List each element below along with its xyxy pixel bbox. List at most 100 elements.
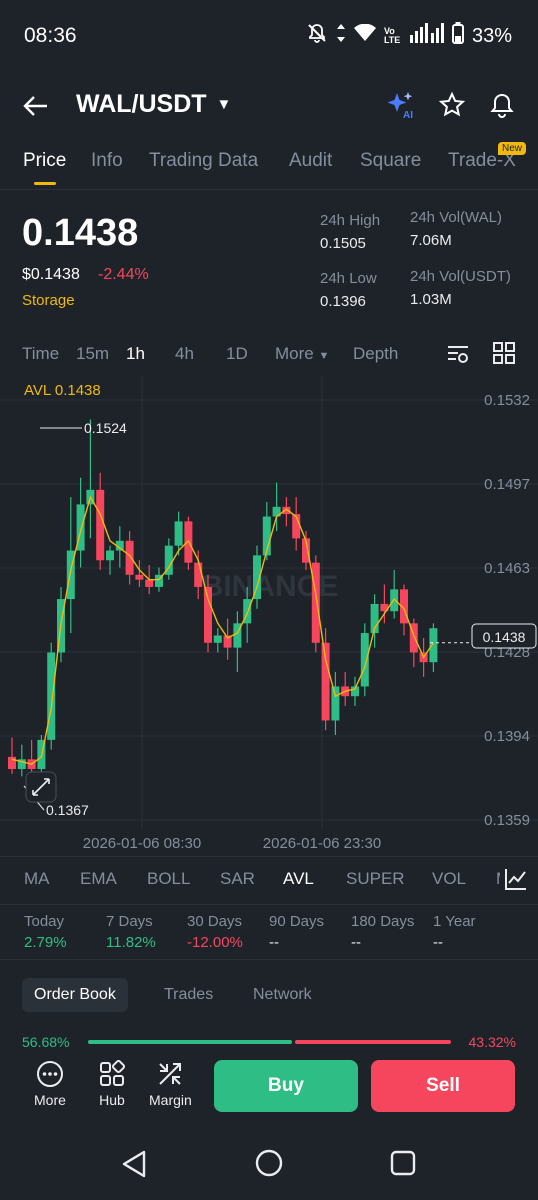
perf-label: 1 Year [433, 913, 476, 930]
candle-body [351, 686, 359, 697]
indicator-boll[interactable]: BOLL [147, 869, 191, 888]
candle [164, 538, 173, 580]
current-price-box [471, 623, 537, 649]
tab-square[interactable]: Square [360, 150, 422, 171]
candle-body [213, 635, 222, 643]
margin-button[interactable]: Margin [149, 1060, 192, 1108]
timeframe-more-label: More [275, 344, 314, 363]
indicator-chart-icon[interactable] [504, 867, 528, 896]
indicator-vol[interactable]: VOL [432, 869, 467, 888]
bell-alert-icon[interactable] [488, 91, 516, 124]
perf-label: 180 Days [351, 913, 415, 930]
candle-body [125, 540, 134, 575]
timeframe-1h[interactable]: 1h [126, 344, 145, 363]
timeframe-time[interactable]: Time [22, 344, 60, 363]
perf-value: -- [269, 934, 279, 951]
tab-trade-x[interactable]: Trade-X [448, 150, 516, 171]
x-axis-ticks: 2026-01-06 08:30 2026-01-06 23:30 [83, 835, 381, 852]
candle [341, 671, 350, 706]
candle-body [262, 516, 271, 556]
candle [331, 671, 340, 736]
candle [390, 569, 399, 619]
indicator-ema[interactable]: EMA [80, 869, 117, 888]
category-tag[interactable]: Storage [22, 292, 75, 309]
timeframe-4h[interactable]: 4h [175, 344, 194, 363]
candle [429, 623, 438, 672]
indicator-ma[interactable]: MA [24, 869, 50, 888]
ai-sparkle-icon[interactable]: AI [386, 90, 416, 125]
candle [204, 574, 212, 653]
battery-level: 33% [471, 24, 512, 47]
perf-label: 30 Days [187, 913, 243, 930]
stat-24h-high-label: 24h High [320, 212, 381, 229]
grid-layout-icon[interactable] [493, 342, 515, 369]
candle [282, 497, 291, 527]
y-tick-label: 0.1532 [484, 392, 530, 409]
candle [76, 477, 85, 568]
hub-label: Hub [99, 1092, 125, 1108]
candle-body [76, 504, 85, 551]
pair-title: WAL/USDT [76, 90, 207, 118]
candle-body [223, 635, 232, 648]
candle [223, 618, 232, 660]
stat-24h-vol-usdt-label: 24h Vol(USDT) [410, 268, 511, 285]
stat-24h-vol-wal-label: 24h Vol(WAL) [410, 209, 502, 226]
price-chart[interactable]: BINANCE 0.15320.14970.14630.14280.13940.… [0, 376, 538, 854]
nav-recents-icon[interactable] [389, 1149, 417, 1177]
y-tick-label: 0.1463 [484, 560, 530, 577]
nav-home-icon[interactable] [254, 1148, 284, 1178]
indicator-super[interactable]: SUPER [346, 869, 405, 888]
header: WAL/USDT ▼ AI [0, 80, 538, 132]
tab-trades[interactable]: Trades [164, 986, 214, 1003]
tab-order-book[interactable]: Order Book [22, 978, 128, 1012]
candle [125, 531, 134, 585]
candle [17, 744, 26, 777]
candles-group [8, 419, 438, 801]
candle-body [429, 628, 438, 663]
back-button[interactable] [22, 92, 50, 125]
timeframe-more[interactable]: More ▼ [275, 344, 329, 364]
tab-trading-data[interactable]: Trading Data [149, 150, 259, 171]
candle-body [370, 603, 379, 634]
status-bar: 08:36 Vo LTE 33% [0, 0, 538, 72]
hub-button[interactable]: Hub [98, 1060, 126, 1108]
stat-24h-high-value: 0.1505 [320, 235, 366, 252]
perf-value: -- [351, 934, 361, 951]
candle [47, 642, 56, 750]
chart-settings-icon[interactable] [446, 342, 470, 371]
buy-button[interactable]: Buy [214, 1060, 358, 1112]
indicator-avl[interactable]: AVL [283, 869, 314, 888]
candle [8, 737, 16, 774]
tab-audit[interactable]: Audit [289, 150, 333, 171]
candle [174, 511, 183, 556]
timeframe-depth[interactable]: Depth [353, 344, 399, 363]
expand-chart-icon[interactable] [25, 771, 57, 803]
more-button[interactable]: More [34, 1060, 66, 1108]
candle [292, 497, 301, 551]
status-icons: Vo LTE 33% [306, 22, 512, 50]
signal-icon [409, 23, 444, 49]
indicator-sar[interactable]: SAR [220, 869, 255, 888]
timeframe-15m[interactable]: 15m [76, 344, 110, 363]
tab-network[interactable]: Network [253, 986, 312, 1003]
caret-down-icon: ▼ [318, 350, 330, 362]
candle-body [66, 550, 75, 600]
candle [360, 623, 369, 697]
candle-body [243, 599, 252, 624]
header-actions: AI [386, 90, 516, 125]
star-favorite-icon[interactable] [438, 91, 466, 124]
candle-body [174, 521, 183, 546]
indicator-macd[interactable]: MACD [496, 869, 500, 889]
candle [272, 482, 281, 532]
candle-body [311, 562, 320, 643]
main-tabs: Price Info Trading Data Audit Square Tra… [0, 142, 538, 190]
stat-24h-vol-usdt-value: 1.03M [410, 291, 452, 308]
back-arrow-icon [23, 96, 47, 116]
tab-price[interactable]: Price [23, 150, 67, 171]
new-badge: New [497, 142, 526, 155]
nav-back-icon[interactable] [118, 1148, 150, 1180]
timeframe-1d[interactable]: 1D [226, 344, 248, 363]
sell-button[interactable]: Sell [371, 1060, 515, 1112]
tab-info[interactable]: Info [91, 150, 123, 171]
pair-selector[interactable]: WAL/USDT ▼ [76, 90, 231, 119]
